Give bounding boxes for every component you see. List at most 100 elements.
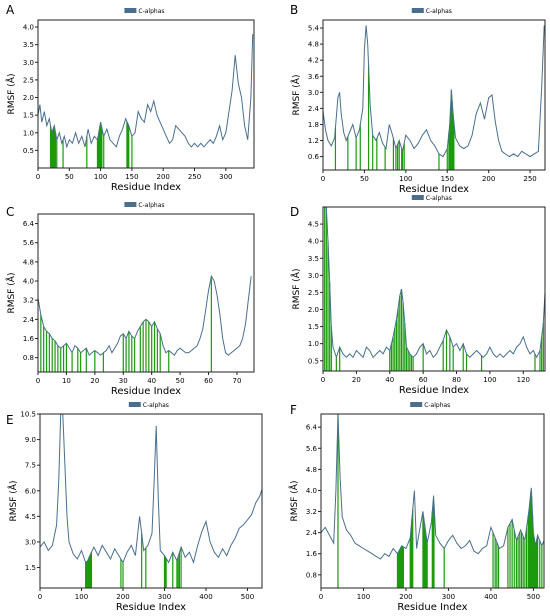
legend-label: C-alphas [426, 195, 452, 202]
panel-label: E [6, 413, 14, 427]
y-tick-label: 4.0 [306, 487, 317, 495]
x-tick-label: 50 [360, 175, 369, 183]
panel-f: F 0 100 200 300 400 500 0.8 1.6 2.4 3.2 4.0 4.8 5.6 6.… [288, 402, 545, 613]
y-tick-label: 2.4 [308, 105, 320, 113]
legend-swatch [124, 202, 137, 207]
plot-frame [320, 413, 545, 589]
x-tick-label: 0 [319, 593, 323, 601]
x-tick-label: 40 [385, 376, 394, 384]
contact-bars [85, 533, 182, 588]
panel-b: B 0 50 100 150 200 250 0.6 1.2 1.8 2.4 3.0 3.6 4.2 4.8… [290, 3, 546, 195]
x-axis-label: Residue Index [111, 182, 181, 193]
x-tick-label: 30 [119, 377, 128, 385]
y-tick-label: 3.5 [23, 41, 34, 49]
x-tick-label: 50 [176, 377, 185, 385]
panel-a: A 0 50 100 150 200 250 300 0.5 1.0 1.5 2.0 2.5 3.0 3.5… [5, 3, 255, 193]
y-tick-label: 1.8 [308, 121, 319, 129]
x-tick-label: 10 [62, 377, 71, 385]
x-tick-label: 0 [36, 377, 40, 385]
y-tick-label: 1.5 [25, 564, 36, 572]
y-tick-label: 0.8 [23, 354, 34, 362]
y-tick-label: 1.5 [308, 323, 319, 331]
y-tick-label: 3.2 [306, 508, 317, 516]
y-tick-label: 3.6 [308, 73, 320, 81]
legend-label: C-alphas [143, 402, 169, 409]
x-tick-label: 0 [36, 173, 40, 181]
x-axis-label: Residue Index [116, 602, 186, 613]
legend-label: C-alphas [426, 8, 452, 15]
legend-swatch [410, 402, 423, 407]
x-tick-label: 60 [204, 377, 213, 385]
y-tick-label: 5.6 [23, 239, 35, 247]
panel-e: E 0 100 200 300 400 500 1.5 3.0 4.5 6.0 7.5 9.0 10.5 R… [6, 402, 263, 613]
contact-bars [49, 121, 133, 168]
y-tick-label: 4.5 [25, 513, 36, 521]
contact-bars [40, 276, 212, 372]
plot-frame [37, 213, 255, 373]
x-tick-label: 20 [352, 376, 361, 384]
x-axis-label: Residue Index [399, 184, 469, 195]
x-tick-label: 400 [484, 593, 497, 601]
x-tick-label: 300 [219, 173, 232, 181]
y-tick-label: 4.0 [23, 24, 34, 32]
y-tick-label: 4.8 [306, 466, 317, 474]
y-tick-label: 3.5 [308, 255, 319, 263]
y-tick-label: 10.5 [20, 411, 36, 419]
panel-label: D [290, 205, 299, 219]
legend-label: C-alphas [138, 8, 164, 15]
y-tick-label: 4.8 [23, 258, 34, 266]
x-tick-label: 500 [527, 593, 540, 601]
y-axis-label: RMSF (Å) [288, 481, 300, 522]
y-tick-label: 1.0 [308, 340, 319, 348]
y-axis-label: RMSF (Å) [5, 273, 17, 314]
x-tick-label: 100 [399, 175, 412, 183]
contact-bars [324, 207, 544, 371]
contact-bars [334, 64, 455, 170]
x-tick-label: 0 [321, 175, 325, 183]
y-tick-label: 4.8 [308, 41, 319, 49]
x-tick-label: 100 [75, 593, 88, 601]
y-tick-label: 9.0 [25, 436, 36, 444]
y-tick-label: 1.0 [23, 129, 34, 137]
y-tick-label: 7.5 [25, 462, 36, 470]
panel-c: C 0 10 20 30 40 50 60 70 0.8 1.6 2.4 3.2 4.0 4.8 5.6 6.4… [5, 202, 255, 397]
x-tick-label: 300 [442, 593, 455, 601]
y-tick-label: 1.6 [306, 550, 318, 558]
y-tick-label: 2.0 [23, 94, 34, 102]
y-tick-label: 0.5 [23, 147, 34, 155]
x-axis-label: Residue Index [397, 602, 467, 613]
y-tick-label: 4.0 [308, 238, 319, 246]
y-tick-label: 0.8 [306, 571, 317, 579]
x-tick-label: 60 [419, 376, 428, 384]
y-tick-label: 2.4 [23, 316, 35, 324]
rmsf-series-line [322, 25, 545, 158]
rmsf-series-line [39, 413, 263, 565]
legend-label: C-alphas [138, 202, 164, 209]
x-tick-label: 0 [321, 376, 325, 384]
x-tick-label: 200 [116, 593, 129, 601]
y-axis-label: RMSF (Å) [5, 74, 17, 115]
contact-bars [337, 414, 543, 588]
y-tick-label: 2.4 [306, 529, 318, 537]
x-tick-label: 20 [90, 377, 99, 385]
x-tick-label: 0 [38, 593, 42, 601]
panel-label: B [290, 3, 298, 17]
y-tick-label: 2.5 [23, 76, 34, 84]
panel-label: C [6, 205, 14, 219]
y-axis-label: RMSF (Å) [7, 481, 19, 522]
y-tick-label: 1.5 [23, 112, 34, 120]
x-tick-label: 200 [399, 593, 412, 601]
x-axis-label: Residue Index [111, 386, 181, 397]
y-axis-label: RMSF (Å) [290, 269, 302, 310]
x-tick-label: 150 [441, 175, 454, 183]
y-tick-label: 5.4 [308, 25, 320, 33]
y-tick-label: 2.0 [308, 306, 319, 314]
y-tick-label: 1.2 [308, 137, 319, 145]
plot-frame [39, 413, 263, 589]
x-tick-label: 150 [125, 173, 138, 181]
plot-frame [37, 19, 255, 169]
x-tick-label: 250 [188, 173, 201, 181]
y-tick-label: 4.5 [308, 221, 319, 229]
x-tick-label: 80 [452, 376, 461, 384]
